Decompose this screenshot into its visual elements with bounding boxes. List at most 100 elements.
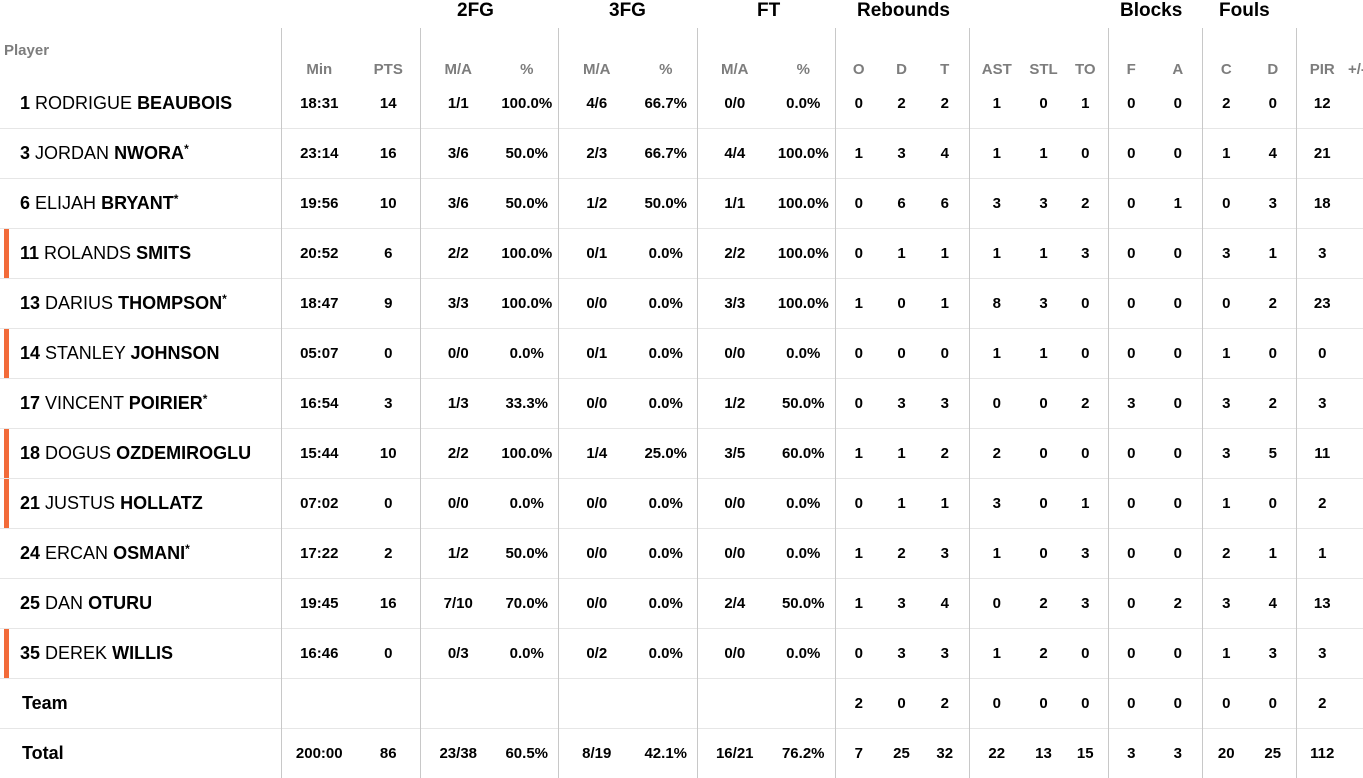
stat-reb-d: 2	[897, 95, 906, 113]
stat-blk-a: 0	[1154, 427, 1202, 478]
stat-fg2-pct: 0.0%	[496, 627, 558, 678]
player-last-name[interactable]: BRYANT	[101, 192, 174, 213]
col-header-foul-d[interactable]: D	[1267, 61, 1279, 78]
player-row[interactable]: 25 DAN OTURU 19:45 16 7/10 70.0% 0/0 0.0% 2/4 50…	[0, 577, 1363, 628]
stat-pir: 2	[1295, 477, 1348, 528]
stat-stl: 2	[1024, 577, 1063, 628]
player-row[interactable]: 18 DOGUS OZDEMIROGLU 15:44 10 2/2 100.0% 1/4 2…	[0, 427, 1363, 478]
col-header-reb-d[interactable]: D	[896, 61, 907, 78]
stat-min: 15:44	[280, 427, 357, 478]
player-last-name[interactable]: OZDEMIROGLU	[116, 442, 252, 463]
stat-ft-ma: 1/2	[696, 377, 772, 428]
col-header-2fg-ma[interactable]: M/A	[419, 28, 496, 80]
stat-min: 17:22	[280, 527, 357, 578]
col-header-plus-minus[interactable]: +/-	[1348, 61, 1363, 78]
stat-foul-d: 0	[1250, 327, 1296, 378]
player-name-cell[interactable]: 17 VINCENT POIRIER*	[0, 377, 281, 428]
stat-fg3-pct: 0.0%	[635, 527, 697, 578]
col-header-blk-f[interactable]: F	[1107, 28, 1154, 80]
stat-blk-f: 0	[1107, 677, 1154, 728]
player-name-cell[interactable]: 14 STANLEY JOHNSON	[0, 327, 281, 378]
stat-min: 16:54	[280, 377, 357, 428]
stat-reb-t: 1	[921, 227, 969, 278]
stat-ft-ma	[696, 677, 772, 728]
player-last-name[interactable]: POIRIER	[128, 392, 203, 413]
col-header-reb-o[interactable]: O	[834, 28, 882, 80]
player-last-name[interactable]: OSMANI	[113, 542, 186, 563]
player-row[interactable]: 1 RODRIGUE BEAUBOIS 18:31 14 1/1 100.0% 4/6 66…	[0, 80, 1363, 128]
stat-plus-minus	[1348, 727, 1363, 778]
stat-fg3-ma: 1/2	[557, 177, 635, 228]
player-row[interactable]: 14 STANLEY JOHNSON 05:07 0 0/0 0.0% 0/1 0.0% 0/…	[0, 327, 1363, 378]
col-header-ast[interactable]: AST	[968, 28, 1024, 80]
player-row[interactable]: 17 VINCENT POIRIER* 16:54 3 1/3 33.3% 0/0 0.0%…	[0, 377, 1363, 428]
box-score-table: Min PTS M/A % M/A % M/A % O D T AST STL …	[0, 28, 1363, 778]
player-row[interactable]: 13 DARIUS THOMPSON* 18:47 9 3/3 100.0% 0/0 0.0…	[0, 277, 1363, 328]
player-last-name[interactable]: HOLLATZ	[120, 492, 203, 513]
starter-marker	[4, 629, 9, 678]
player-row[interactable]: 21 JUSTUS HOLLATZ 07:02 0 0/0 0.0% 0/0 0.0% 0/0…	[0, 477, 1363, 528]
player-name-cell[interactable]: 13 DARIUS THOMPSON*	[0, 277, 281, 328]
col-header-2fg-pct[interactable]: %	[520, 61, 534, 78]
stat-blk-a: 0	[1154, 527, 1202, 578]
player-last-name[interactable]: BEAUBOIS	[137, 93, 233, 114]
stat-fg2-ma: 1/1	[419, 80, 496, 128]
stat-blk-f: 3	[1107, 377, 1154, 428]
stat-stl: 0	[1039, 95, 1048, 113]
col-header-ft-pct[interactable]: %	[796, 61, 810, 78]
stat-fg2-pct: 50.0%	[496, 527, 558, 578]
stat-pir: 2	[1295, 677, 1348, 728]
group-header-ft: FT	[757, 0, 781, 21]
player-name-cell[interactable]: 25 DAN OTURU	[0, 577, 281, 628]
stat-ast: 1	[968, 327, 1024, 378]
player-name-cell[interactable]: 11 ROLANDS SMITS	[0, 227, 281, 278]
col-header-reb-t[interactable]: T	[940, 61, 950, 78]
player-last-name[interactable]: WILLIS	[112, 642, 174, 663]
stat-stl: 3	[1024, 277, 1063, 328]
stat-blk-a: 0	[1154, 627, 1202, 678]
player-last-name[interactable]: JOHNSON	[130, 342, 220, 363]
col-header-3fg-ma[interactable]: M/A	[557, 28, 635, 80]
col-header-to[interactable]: TO	[1074, 61, 1096, 78]
col-header-foul-c[interactable]: C	[1201, 28, 1250, 80]
stat-ft-pct: 50.0%	[772, 577, 835, 628]
player-name-cell[interactable]: 21 JUSTUS HOLLATZ	[0, 477, 281, 528]
col-header-3fg-pct[interactable]: %	[659, 61, 673, 78]
player-last-name[interactable]: OTURU	[88, 592, 153, 613]
player-row[interactable]: 35 DEREK WILLIS 16:46 0 0/3 0.0% 0/2 0.0% 0/0 0.…	[0, 627, 1363, 678]
stat-min: 05:07	[280, 327, 357, 378]
col-header-min[interactable]: Min	[280, 28, 357, 80]
player-row[interactable]: 6 ELIJAH BRYANT* 19:56 10 3/6 50.0% 1/2 50.0% 1…	[0, 177, 1363, 228]
stat-foul-c: 20	[1201, 727, 1250, 778]
player-name-cell[interactable]: 35 DEREK WILLIS	[0, 627, 281, 678]
stat-fg2-pct: 100.0%	[496, 427, 558, 478]
stat-pts: 16	[357, 577, 420, 628]
stat-ft-pct: 100.0%	[772, 127, 835, 178]
col-header-pts[interactable]: PTS	[373, 61, 403, 78]
col-header-pir[interactable]: PIR	[1295, 28, 1348, 80]
col-header-ft-ma[interactable]: M/A	[696, 28, 772, 80]
col-header-blk-a[interactable]: A	[1172, 61, 1184, 78]
player-column-header[interactable]: Player	[4, 42, 50, 59]
stat-ft-ma: 16/21	[696, 727, 772, 778]
player-last-name[interactable]: SMITS	[136, 242, 192, 263]
player-row[interactable]: 24 ERCAN OSMANI* 17:22 2 1/2 50.0% 0/0 0.0% 0/0…	[0, 527, 1363, 578]
player-row[interactable]: 3 JORDAN NWORA* 23:14 16 3/6 50.0% 2/3 66.7% 4/…	[0, 127, 1363, 178]
player-last-name[interactable]: THOMPSON	[118, 292, 223, 313]
star-marker: *	[173, 191, 179, 206]
stat-blk-f: 0	[1107, 327, 1154, 378]
stat-ft-ma: 0/0	[696, 327, 772, 378]
player-name-cell[interactable]: 24 ERCAN OSMANI*	[0, 527, 281, 578]
stat-pts: 16	[357, 127, 420, 178]
player-name-cell[interactable]: 3 JORDAN NWORA*	[0, 127, 281, 178]
col-header-stl[interactable]: STL	[1029, 61, 1058, 78]
player-name-cell[interactable]: 6 ELIJAH BRYANT*	[0, 177, 281, 228]
stat-fg2-ma: 3/6	[419, 177, 496, 228]
player-row[interactable]: 11 ROLANDS SMITS 20:52 6 2/2 100.0% 0/1 0.0% 2/…	[0, 227, 1363, 278]
stat-reb-o: 1	[834, 427, 882, 478]
stat-fg2-ma: 3/6	[419, 127, 496, 178]
player-name-cell[interactable]: 1 RODRIGUE BEAUBOIS	[0, 80, 281, 128]
player-last-name[interactable]: NWORA	[114, 142, 185, 163]
player-name-cell[interactable]: 18 DOGUS OZDEMIROGLU	[0, 427, 281, 478]
stat-foul-d: 2	[1250, 377, 1296, 428]
